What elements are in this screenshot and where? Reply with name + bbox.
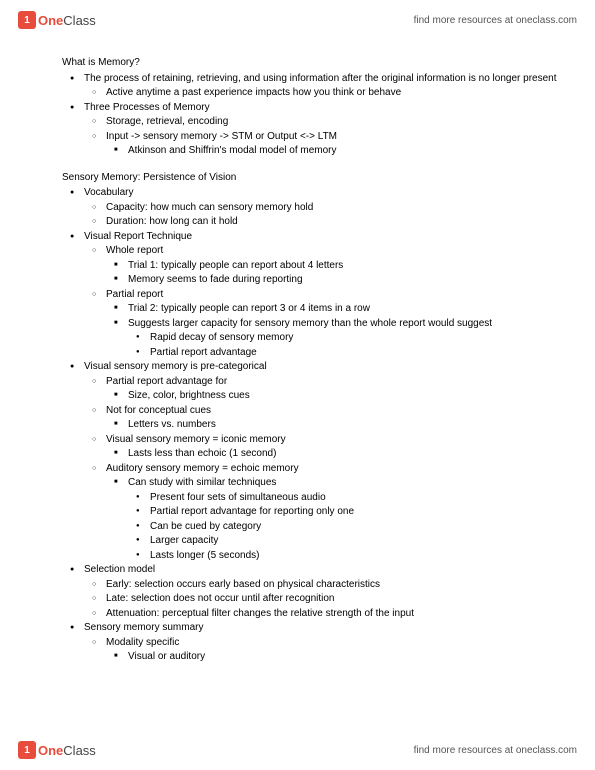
list-item: Not for conceptual cues Letters vs. numb… [106, 404, 562, 433]
list-item: Late: selection does not occur until aft… [106, 592, 562, 607]
list-item: Trial 1: typically people can report abo… [128, 259, 562, 274]
list-item: Visual Report Technique Whole report Tri… [84, 230, 562, 361]
brand-name: OneClass [38, 743, 96, 758]
list-text: Partial report advantage for reporting o… [150, 506, 354, 517]
list-item: Storage, retrieval, encoding [106, 115, 562, 130]
list-text: Larger capacity [150, 535, 218, 546]
list-text: Present four sets of simultaneous audio [150, 492, 326, 503]
list-text: Vocabulary [84, 187, 133, 198]
list-text: Whole report [106, 245, 163, 256]
list-item: Size, color, brightness cues [128, 389, 562, 404]
list-item: Early: selection occurs early based on p… [106, 578, 562, 593]
list-item: Lasts less than echoic (1 second) [128, 447, 562, 462]
list-text: Lasts longer (5 seconds) [150, 550, 260, 561]
list-text: Can study with similar techniques [128, 477, 276, 488]
footer-tagline: find more resources at oneclass.com [414, 745, 577, 756]
list-item: Three Processes of Memory Storage, retri… [84, 101, 562, 159]
brand-name-part1: One [38, 13, 63, 28]
list-item: Memory seems to fade during reporting [128, 273, 562, 288]
list-text: Atkinson and Shiffrin's modal model of m… [128, 145, 337, 156]
list-item: Auditory sensory memory = echoic memory … [106, 462, 562, 564]
list-item: Active anytime a past experience impacts… [106, 86, 562, 101]
list-text: Capacity: how much can sensory memory ho… [106, 202, 313, 213]
list-text: The process of retaining, retrieving, an… [84, 73, 556, 84]
brand-name-part1: One [38, 743, 63, 758]
list-item: Visual or auditory [128, 650, 562, 665]
list-text: Suggests larger capacity for sensory mem… [128, 318, 492, 329]
list-text: Active anytime a past experience impacts… [106, 87, 401, 98]
section-title: Sensory Memory: Persistence of Vision [62, 171, 562, 186]
list-text: Lasts less than echoic (1 second) [128, 448, 276, 459]
list-text: Auditory sensory memory = echoic memory [106, 463, 299, 474]
list-text: Attenuation: perceptual filter changes t… [106, 608, 414, 619]
list-text: Partial report advantage for [106, 376, 227, 387]
brand-logo: 1 OneClass [18, 11, 96, 29]
list-item: Attenuation: perceptual filter changes t… [106, 607, 562, 622]
list-text: Late: selection does not occur until aft… [106, 593, 334, 604]
list-text: Early: selection occurs early based on p… [106, 579, 380, 590]
list-item: Input -> sensory memory -> STM or Output… [106, 130, 562, 159]
list-text: Partial report [106, 289, 163, 300]
page-header: 1 OneClass find more resources at onecla… [0, 6, 595, 34]
list-text: Memory seems to fade during reporting [128, 274, 303, 285]
list-item: Modality specific Visual or auditory [106, 636, 562, 665]
list-item: Vocabulary Capacity: how much can sensor… [84, 186, 562, 230]
list-item: Capacity: how much can sensory memory ho… [106, 201, 562, 216]
list-text: Visual or auditory [128, 651, 205, 662]
list-item: Selection model Early: selection occurs … [84, 563, 562, 621]
list-item: The process of retaining, retrieving, an… [84, 72, 562, 101]
list-item: Present four sets of simultaneous audio [150, 491, 562, 506]
list-text: Modality specific [106, 637, 179, 648]
list-text: Visual sensory memory is pre-categorical [84, 361, 267, 372]
list-item: Partial report Trial 2: typically people… [106, 288, 562, 361]
list-text: Trial 2: typically people can report 3 o… [128, 303, 370, 314]
list-item: Can study with similar techniques Presen… [128, 476, 562, 563]
brand-name: OneClass [38, 13, 96, 28]
list-item: Visual sensory memory = iconic memory La… [106, 433, 562, 462]
list-text: Letters vs. numbers [128, 419, 216, 430]
list-item: Partial report advantage [150, 346, 562, 361]
list-text: Visual sensory memory = iconic memory [106, 434, 286, 445]
list-text: Visual Report Technique [84, 231, 192, 242]
list-text: Duration: how long can it hold [106, 216, 238, 227]
list-text: Input -> sensory memory -> STM or Output… [106, 131, 337, 142]
list-text: Selection model [84, 564, 155, 575]
list-item: Suggests larger capacity for sensory mem… [128, 317, 562, 361]
list-item: Trial 2: typically people can report 3 o… [128, 302, 562, 317]
brand-icon: 1 [18, 741, 36, 759]
list-item: Can be cued by category [150, 520, 562, 535]
list-text: Trial 1: typically people can report abo… [128, 260, 343, 271]
list-item: Partial report advantage for reporting o… [150, 505, 562, 520]
brand-logo: 1 OneClass [18, 741, 96, 759]
page-footer: 1 OneClass find more resources at onecla… [0, 736, 595, 764]
list-item: Duration: how long can it hold [106, 215, 562, 230]
document-body: What is Memory? The process of retaining… [62, 56, 562, 665]
list-text: Three Processes of Memory [84, 102, 210, 113]
list-text: Rapid decay of sensory memory [150, 332, 293, 343]
list-text: Can be cued by category [150, 521, 261, 532]
list-item: Rapid decay of sensory memory [150, 331, 562, 346]
list-item: Atkinson and Shiffrin's modal model of m… [128, 144, 562, 159]
section-title: What is Memory? [62, 56, 562, 71]
brand-name-part2: Class [63, 743, 96, 758]
brand-icon: 1 [18, 11, 36, 29]
header-tagline: find more resources at oneclass.com [414, 15, 577, 26]
list-item: Lasts longer (5 seconds) [150, 549, 562, 564]
list-text: Sensory memory summary [84, 622, 203, 633]
list-item: Larger capacity [150, 534, 562, 549]
list-text: Not for conceptual cues [106, 405, 211, 416]
list-item: Letters vs. numbers [128, 418, 562, 433]
list-item: Partial report advantage for Size, color… [106, 375, 562, 404]
list-item: Whole report Trial 1: typically people c… [106, 244, 562, 288]
list-text: Partial report advantage [150, 347, 257, 358]
list-item: Sensory memory summary Modality specific… [84, 621, 562, 665]
list-text: Storage, retrieval, encoding [106, 116, 228, 127]
brand-name-part2: Class [63, 13, 96, 28]
list-text: Size, color, brightness cues [128, 390, 250, 401]
list-item: Visual sensory memory is pre-categorical… [84, 360, 562, 563]
